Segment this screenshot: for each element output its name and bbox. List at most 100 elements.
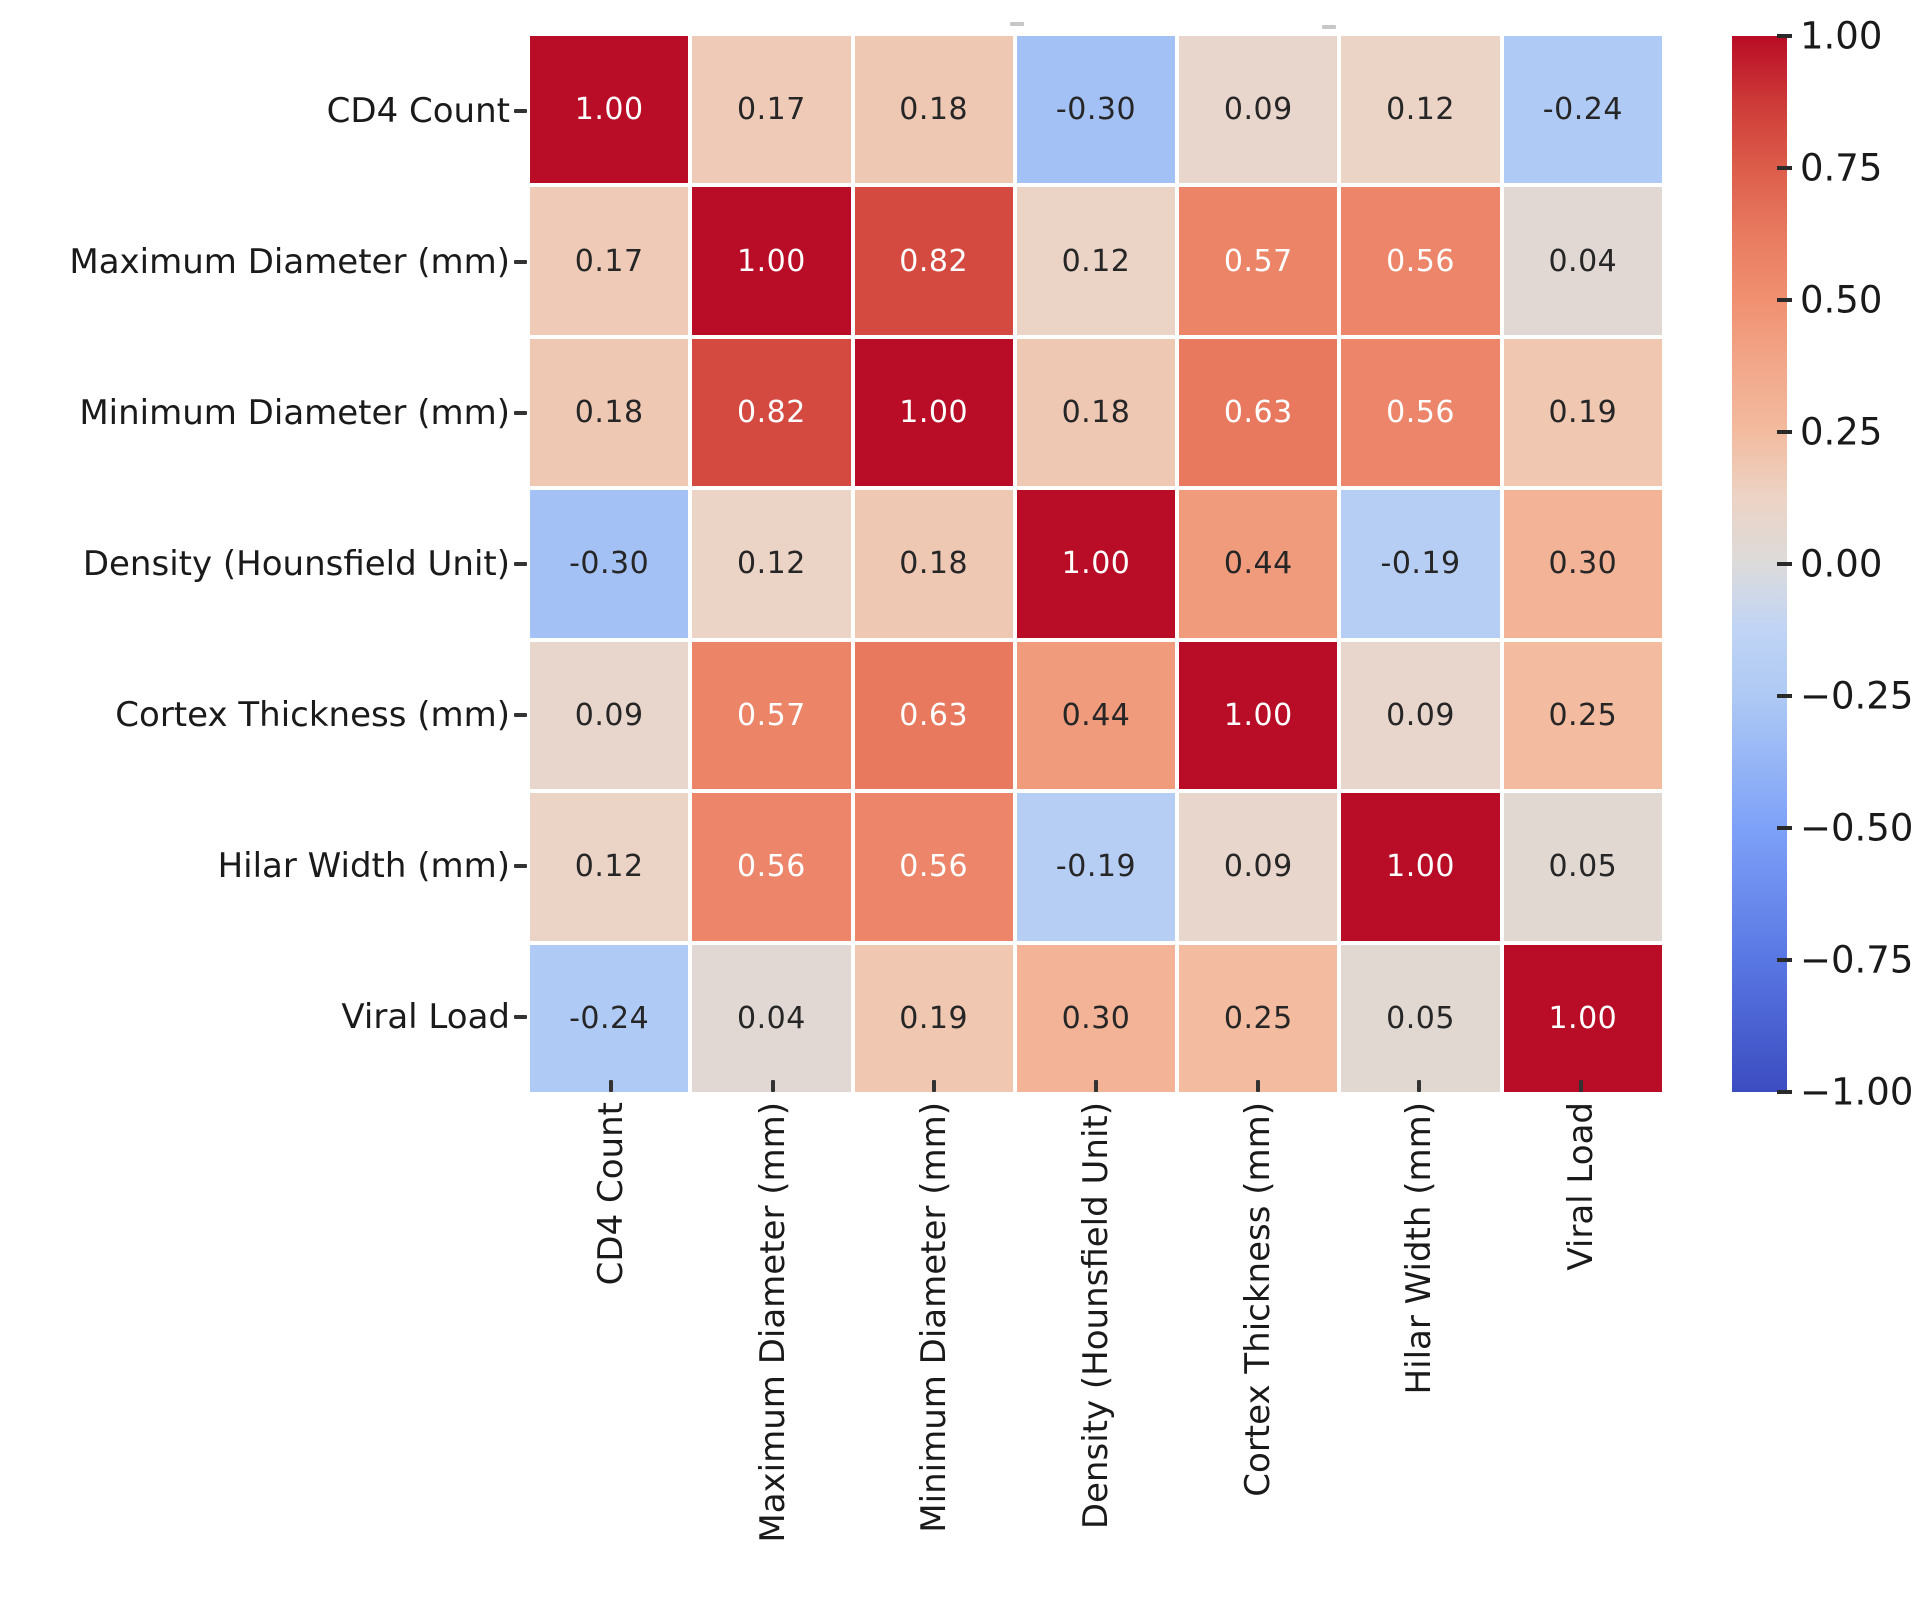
heatmap-cell-r5-c3: -0.19 [1016, 793, 1176, 941]
heatmap-cell-r0-c1: 0.17 [692, 36, 851, 184]
heatmap-cell-r4-c4: 1.00 [1179, 641, 1338, 790]
colorbar-tick-label-1: 0.75 [1800, 146, 1883, 190]
heatmap-cell-r1-c0: 0.17 [530, 187, 689, 335]
colorbar-tick-0 [1777, 34, 1792, 38]
heatmap-cell-r6-c5: 0.05 [1341, 944, 1500, 1092]
heatmap-cell-r2-c4: 0.63 [1179, 338, 1338, 487]
y-axis-label-2: Minimum Diameter (mm) [79, 393, 510, 434]
heatmap-cell-r0-c3: -0.30 [1016, 36, 1176, 184]
x-axis-label-5: Hilar Width (mm) [1339, 1102, 1501, 1607]
heatmap-cell-r3-c5: -0.19 [1341, 490, 1500, 638]
colorbar-tick-3 [1777, 430, 1792, 434]
heatmap-cell-r5-c0: 0.12 [530, 793, 689, 941]
x-axis-label-1: Maximum Diameter (mm) [692, 1102, 854, 1607]
x-axis-label-3: Density (Hounsfield Unit) [1015, 1102, 1177, 1607]
heatmap-cell-r1-c5: 0.56 [1341, 187, 1500, 335]
y-axis-label-1: Maximum Diameter (mm) [69, 242, 510, 283]
heatmap-grid: 1.00 0.17 0.18 -0.30 0.09 0.12 -0.24 0.17 1.00 0.… [530, 36, 1662, 1092]
x-axis-label-2: Minimum Diameter (mm) [853, 1102, 1015, 1607]
colorbar-tick-label-0: 1.00 [1800, 14, 1883, 58]
heatmap-cell-r4-c3: 0.44 [1016, 641, 1176, 790]
heatmap-cell-r3-c0: -0.30 [530, 490, 689, 638]
top-artifact-dash-0 [1010, 22, 1024, 26]
x-axis-label-text-3: Density (Hounsfield Unit) [1075, 1102, 1116, 1530]
heatmap-cell-r3-c3: 1.00 [1016, 490, 1176, 638]
heatmap-cell-r6-c1: 0.04 [692, 944, 851, 1092]
y-axis-label-0: CD4 Count [326, 91, 510, 132]
colorbar-tick-4 [1777, 562, 1792, 566]
y-axis-label-6: Viral Load [341, 996, 510, 1037]
heatmap-cell-r2-c1: 0.82 [692, 338, 851, 487]
heatmap-cell-r2-c0: 0.18 [530, 338, 689, 487]
colorbar-tick-label-7: −0.75 [1800, 938, 1914, 982]
y-tick-3 [514, 562, 527, 566]
y-axis-labels: CD4 Count Maximum Diameter (mm) Minimum Di… [0, 36, 510, 1092]
x-tick-6 [1579, 1080, 1584, 1092]
heatmap-cell-r4-c5: 0.09 [1341, 641, 1500, 790]
colorbar-tick-label-4: 0.00 [1800, 542, 1883, 586]
heatmap-cell-r2-c3: 0.18 [1016, 338, 1176, 487]
colorbar-tick-8 [1777, 1090, 1792, 1094]
heatmap-cell-r0-c0: 1.00 [530, 36, 689, 184]
heatmap-cell-r3-c4: 0.44 [1179, 490, 1338, 638]
heatmap-cell-r5-c6: 0.05 [1503, 793, 1662, 941]
colorbar-tick-2 [1777, 298, 1792, 302]
heatmap-cell-r6-c6: 1.00 [1503, 944, 1662, 1092]
x-axis-label-text-1: Maximum Diameter (mm) [752, 1102, 793, 1543]
heatmap-cell-r5-c1: 0.56 [692, 793, 851, 941]
heatmap-cell-r0-c2: 0.18 [854, 36, 1013, 184]
colorbar-tick-6 [1777, 826, 1792, 830]
heatmap-cell-r2-c6: 0.19 [1503, 338, 1662, 487]
heatmap-cell-r3-c2: 0.18 [854, 490, 1013, 638]
colorbar-tick-5 [1777, 694, 1792, 698]
y-axis-label-5: Hilar Width (mm) [217, 845, 510, 886]
y-axis-label-4: Cortex Thickness (mm) [115, 694, 510, 735]
y-axis-label-3: Density (Hounsfield Unit) [82, 544, 510, 584]
x-tick-2 [932, 1080, 937, 1092]
heatmap-cell-r1-c3: 0.12 [1016, 187, 1176, 335]
heatmap-cell-r5-c5: 1.00 [1341, 793, 1500, 941]
colorbar-tick-1 [1777, 166, 1792, 170]
heatmap-cell-r0-c5: 0.12 [1341, 36, 1500, 184]
heatmap-cell-r4-c0: 0.09 [530, 641, 689, 790]
y-tick-5 [514, 863, 527, 868]
y-tick-1 [514, 260, 527, 265]
heatmap-cell-r6-c3: 0.30 [1016, 944, 1176, 1092]
heatmap-cell-r6-c4: 0.25 [1179, 944, 1338, 1092]
y-tick-6 [514, 1014, 527, 1019]
colorbar-tick-label-6: −0.50 [1800, 806, 1914, 850]
colorbar-tick-label-8: −1.00 [1800, 1070, 1914, 1114]
heatmap-cell-r4-c6: 0.25 [1503, 641, 1662, 790]
y-tick-4 [514, 712, 527, 717]
x-tick-0 [608, 1080, 613, 1092]
x-tick-3 [1094, 1080, 1098, 1092]
heatmap-cell-r1-c1: 1.00 [692, 187, 851, 335]
colorbar-tick-label-5: −0.25 [1800, 674, 1914, 718]
heatmap-cell-r1-c4: 0.57 [1179, 187, 1338, 335]
heatmap-cell-r5-c2: 0.56 [854, 793, 1013, 941]
heatmap-cell-r4-c1: 0.57 [692, 641, 851, 790]
heatmap-cell-r0-c4: 0.09 [1179, 36, 1338, 184]
colorbar-tick-7 [1777, 958, 1792, 962]
y-tick-2 [514, 411, 527, 416]
heatmap-cell-r0-c6: -0.24 [1503, 36, 1662, 184]
colorbar-tick-label-2: 0.50 [1800, 278, 1883, 322]
x-tick-4 [1255, 1080, 1260, 1092]
x-axis-label-text-4: Cortex Thickness (mm) [1237, 1102, 1278, 1497]
x-tick-1 [770, 1080, 775, 1092]
x-axis-label-text-6: Viral Load [1561, 1102, 1602, 1271]
heatmap-cell-r2-c5: 0.56 [1341, 338, 1500, 487]
x-axis-labels: CD4 Count Maximum Diameter (mm) Minimum Di… [530, 1102, 1662, 1607]
heatmap-cell-r3-c6: 0.30 [1503, 490, 1662, 638]
heatmap-cell-r5-c4: 0.09 [1179, 793, 1338, 941]
colorbar-tick-label-3: 0.25 [1800, 410, 1883, 454]
x-axis-label-text-0: CD4 Count [590, 1102, 631, 1286]
x-axis-label-6: Viral Load [1500, 1102, 1662, 1607]
heatmap-cell-r6-c0: -0.24 [530, 944, 689, 1092]
y-tick-0 [514, 109, 527, 114]
heatmap-cell-r1-c6: 0.04 [1503, 187, 1662, 335]
heatmap-cell-r1-c2: 0.82 [854, 187, 1013, 335]
heatmap-cell-r6-c2: 0.19 [854, 944, 1013, 1092]
x-axis-label-text-5: Hilar Width (mm) [1399, 1102, 1440, 1395]
